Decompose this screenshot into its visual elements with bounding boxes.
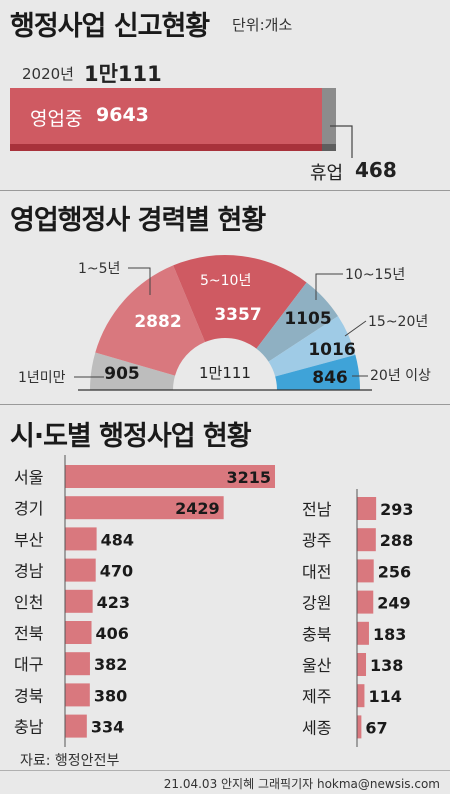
status-chart: [10, 88, 353, 158]
region-bar-6: [65, 652, 90, 676]
region-bar-3: [65, 558, 96, 582]
section3-title: 시·도별 행정사업 현황: [10, 421, 252, 452]
region-bar-5: [65, 621, 92, 644]
slice-leader-3: [315, 273, 343, 300]
slice-label-0: 1년미만: [18, 370, 66, 386]
slice-value-0: 905: [104, 364, 140, 384]
closed-label: 휴업: [310, 163, 344, 184]
donut-center-label: 1만111: [199, 364, 251, 382]
slice-label-4: 15~20년: [368, 314, 428, 330]
credit-label: 21.04.03 안지혜 그래픽기자 hokma@newsis.com: [163, 777, 440, 791]
slice-label-5: 20년 이상: [370, 368, 431, 384]
region-label-9: 전남: [302, 500, 332, 519]
slice-label-1: 1~5년: [78, 261, 120, 277]
bar-open-shadow: [10, 144, 322, 151]
region-label-2: 부산: [14, 530, 44, 549]
region-value-12: 249: [377, 594, 410, 613]
region-label-13: 충북: [302, 625, 331, 644]
slice-value-4: 1016: [308, 340, 355, 360]
region-bar-10: [357, 528, 376, 552]
bar-open: [10, 88, 322, 144]
bar-closed-shadow: [322, 144, 336, 151]
career-donut-chart: 905 2882 3357 1105 1016 846 1년미만 1~5년 5~10년 10~15…: [18, 255, 431, 391]
region-value-0: 3215: [226, 468, 271, 487]
bar-closed: [322, 88, 336, 144]
region-label-12: 강원: [302, 594, 331, 613]
slice-leader-4: [344, 320, 367, 337]
region-label-1: 경기: [14, 499, 43, 518]
region-bar-4: [65, 589, 93, 613]
region-value-2: 484: [101, 530, 134, 549]
region-label-4: 인천: [14, 593, 43, 612]
region-label-10: 광주: [302, 531, 331, 550]
closed-leader: [330, 125, 353, 158]
donut-slice-5: [275, 354, 360, 390]
donut-slice-2: [173, 255, 307, 349]
separator-2: [0, 404, 450, 405]
region-bar-13: [357, 621, 369, 645]
slice-label-2: 5~10년: [200, 273, 251, 289]
region-label-3: 경남: [14, 562, 44, 581]
region-value-1: 2429: [175, 499, 220, 518]
region-bar-chart: 서울 3215 경기 2429 부산 484 경남 470 인천 423 전북 406 대구 382 경북 3…: [14, 455, 414, 747]
separator-1: [0, 190, 450, 191]
region-bar-8: [65, 714, 87, 738]
region-bar-12: [357, 590, 374, 614]
donut-slice-0: [90, 352, 176, 390]
region-value-7: 380: [94, 686, 127, 705]
region-label-15: 제주: [302, 687, 331, 706]
region-label-14: 울산: [302, 656, 332, 675]
year-label: 2020년: [22, 65, 74, 83]
region-value-3: 470: [100, 562, 133, 581]
region-value-6: 382: [94, 655, 127, 674]
donut-slice-4: [268, 316, 356, 377]
slice-value-3: 1105: [284, 309, 331, 329]
open-label: 영업중: [30, 108, 83, 130]
region-value-4: 423: [97, 593, 130, 612]
region-label-11: 대전: [302, 562, 331, 581]
region-bar-9: [357, 497, 377, 520]
total-value: 1만111: [84, 62, 162, 86]
region-bar-1: [65, 496, 224, 520]
slice-value-2: 3357: [214, 305, 261, 325]
closed-value: 468: [355, 158, 397, 182]
slice-value-1: 2882: [134, 312, 181, 332]
region-value-13: 183: [373, 625, 406, 644]
region-value-15: 114: [368, 687, 401, 706]
region-label-7: 경북: [14, 686, 43, 705]
region-value-14: 138: [370, 656, 403, 675]
donut-slice-3: [256, 282, 339, 362]
region-bar-15: [357, 684, 365, 708]
open-value: 9643: [96, 104, 149, 126]
donut-slice-1: [95, 265, 206, 376]
section2-title: 영업행정사 경력별 현황: [10, 205, 266, 236]
region-bar-14: [357, 653, 367, 676]
region-bar-7: [65, 683, 90, 707]
region-label-16: 세종: [302, 718, 331, 737]
region-value-5: 406: [96, 624, 129, 643]
slice-value-5: 846: [312, 368, 348, 388]
region-label-0: 서울: [14, 468, 43, 487]
region-label-6: 대구: [14, 655, 43, 674]
section1-title: 행정사업 신고현황: [10, 11, 210, 42]
source-label: 자료: 행정안전부: [20, 753, 120, 769]
region-label-5: 전북: [14, 624, 43, 643]
region-value-16: 67: [365, 718, 387, 737]
region-value-8: 334: [91, 718, 124, 737]
region-bar-2: [65, 527, 97, 551]
slice-label-3: 10~15년: [345, 267, 405, 283]
slice-leader-1: [128, 267, 151, 295]
footer-separator: [0, 770, 450, 771]
region-bar-0: [65, 465, 275, 488]
region-bar-16: [357, 715, 362, 739]
region-label-8: 충남: [14, 718, 44, 737]
region-bar-11: [357, 559, 374, 583]
region-value-9: 293: [380, 500, 413, 519]
region-value-11: 256: [378, 562, 411, 581]
region-value-10: 288: [380, 531, 413, 550]
unit-label: 단위:개소: [232, 16, 293, 34]
